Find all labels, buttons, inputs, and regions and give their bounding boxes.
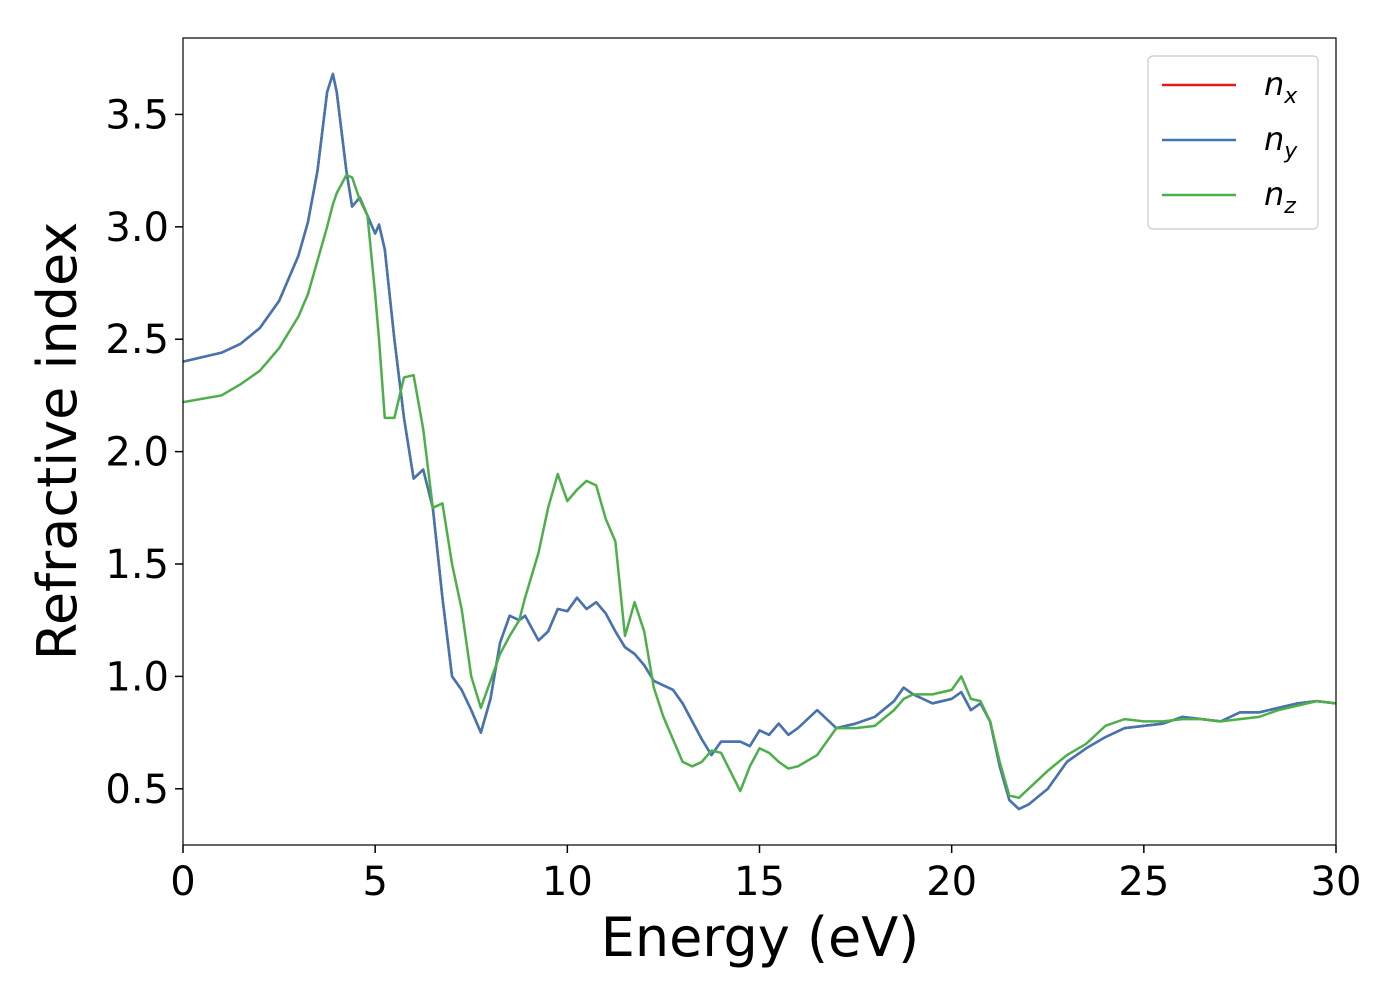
legend-label: nx bbox=[1264, 65, 1298, 109]
y-tick-label: 3.0 bbox=[105, 205, 169, 251]
x-tick-label: 0 bbox=[170, 859, 195, 905]
x-tick-label: 5 bbox=[362, 859, 387, 905]
series-line bbox=[183, 72, 1336, 811]
x-tick-label: 25 bbox=[1118, 859, 1169, 905]
y-axis-label: Refractive index bbox=[26, 222, 89, 661]
legend-box bbox=[1147, 55, 1319, 230]
legend-label: nz bbox=[1264, 175, 1296, 219]
legend-label: ny bbox=[1264, 120, 1298, 164]
y-tick-label: 0.5 bbox=[105, 767, 169, 813]
series-line bbox=[183, 173, 1336, 800]
y-tick-label: 1.5 bbox=[105, 542, 169, 588]
x-tick-label: 30 bbox=[1311, 859, 1362, 905]
y-tick-label: 2.5 bbox=[105, 317, 169, 363]
y-tick-label: 2.0 bbox=[105, 430, 169, 476]
y-tick-label: 3.5 bbox=[105, 92, 169, 138]
x-tick-label: 20 bbox=[926, 859, 977, 905]
x-axis-label: Energy (eV) bbox=[601, 906, 920, 969]
x-tick-label: 10 bbox=[542, 859, 593, 905]
y-tick-label: 1.0 bbox=[105, 654, 169, 700]
plot-frame bbox=[182, 37, 1337, 846]
x-tick-label: 15 bbox=[734, 859, 785, 905]
